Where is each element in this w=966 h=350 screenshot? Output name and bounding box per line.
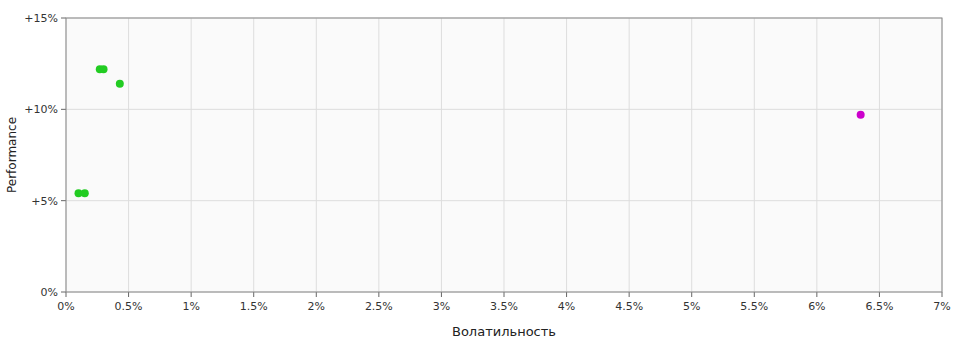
- y-axis-label: Performance: [5, 117, 19, 193]
- axes: 0% 0.5% 1% 1.5% 2% 2.5% 3% 3.5% 4% 4.5% 5% 5.5% 6% 6.…: [24, 12, 950, 313]
- tick-label-x: 7%: [933, 300, 950, 313]
- tick-label-x: 6%: [808, 300, 825, 313]
- tick-label-x: 0%: [57, 300, 74, 313]
- grid-line-x: [816, 18, 817, 292]
- x-axis-label: Волатильность: [452, 324, 556, 339]
- grid-line-x: [378, 18, 379, 292]
- points: [75, 65, 865, 197]
- plot-area: [66, 18, 942, 292]
- tick-label-y: 0%: [41, 286, 58, 299]
- scatter-point: [100, 65, 108, 73]
- tick-mark-y: [61, 109, 66, 110]
- scatter-point: [81, 189, 89, 197]
- grid-line-x: [128, 18, 129, 292]
- tick-label-y: +15%: [24, 12, 58, 25]
- tick-mark-y: [61, 18, 66, 19]
- tick-mark-y: [61, 200, 66, 201]
- tick-label-y: +10%: [24, 103, 58, 116]
- tick-mark-x: [128, 292, 129, 297]
- tick-mark-x: [754, 292, 755, 297]
- tick-label-y: +5%: [31, 195, 58, 208]
- scatter-point: [116, 80, 124, 88]
- grid-line-x: [754, 18, 755, 292]
- grid-line-x: [316, 18, 317, 292]
- tick-mark-y: [61, 292, 66, 293]
- tick-mark-x: [191, 292, 192, 297]
- tick-label-x: 2%: [308, 300, 325, 313]
- tick-label-x: 0.5%: [115, 300, 143, 313]
- tick-mark-x: [441, 292, 442, 297]
- tick-label-x: 3.5%: [490, 300, 518, 313]
- grid-line-x: [566, 18, 567, 292]
- tick-mark-x: [566, 292, 567, 297]
- tick-mark-x: [942, 292, 943, 297]
- tick-label-x: 3%: [433, 300, 450, 313]
- grid-line-x: [191, 18, 192, 292]
- grid-line-x: [504, 18, 505, 292]
- grid-line-y: [66, 200, 942, 201]
- tick-mark-x: [504, 292, 505, 297]
- tick-mark-x: [629, 292, 630, 297]
- tick-label-x: 6.5%: [865, 300, 893, 313]
- grid: [66, 18, 942, 292]
- grid-line-x: [879, 18, 880, 292]
- tick-label-x: 4.5%: [615, 300, 643, 313]
- grid-line-x: [253, 18, 254, 292]
- grid-line-y: [66, 109, 942, 110]
- tick-mark-x: [316, 292, 317, 297]
- tick-mark-x: [879, 292, 880, 297]
- tick-label-x: 5.5%: [740, 300, 768, 313]
- tick-label-x: 1.5%: [240, 300, 268, 313]
- chart: 0% 0.5% 1% 1.5% 2% 2.5% 3% 3.5% 4% 4.5% 5% 5.5% 6% 6.…: [0, 0, 966, 350]
- scatter-point: [857, 111, 865, 119]
- tick-mark-x: [378, 292, 379, 297]
- tick-mark-x: [253, 292, 254, 297]
- tick-label-x: 2.5%: [365, 300, 393, 313]
- tick-label-x: 1%: [182, 300, 199, 313]
- tick-mark-x: [66, 292, 67, 297]
- grid-line-x: [691, 18, 692, 292]
- tick-mark-x: [816, 292, 817, 297]
- tick-mark-x: [691, 292, 692, 297]
- tick-label-x: 5%: [683, 300, 700, 313]
- grid-line-x: [629, 18, 630, 292]
- plot-frame: [66, 18, 942, 292]
- tick-label-x: 4%: [558, 300, 575, 313]
- grid-line-x: [441, 18, 442, 292]
